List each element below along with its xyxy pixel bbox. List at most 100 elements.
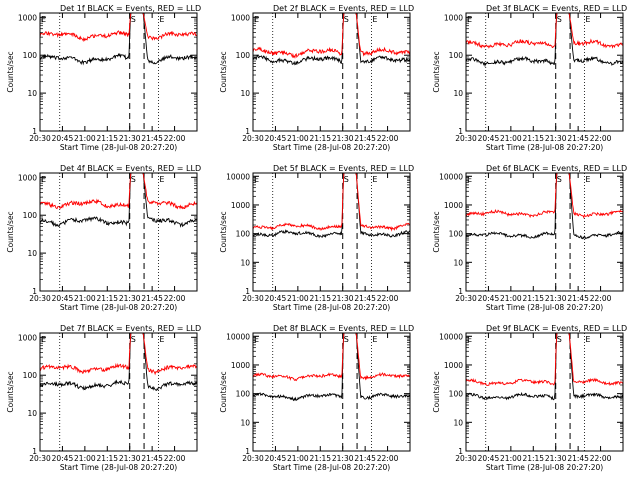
y-tick-label: 1000: [231, 13, 250, 22]
y-tick-label: 100: [236, 390, 251, 399]
plot-frame: [39, 172, 198, 292]
interval-marker-label: E: [585, 15, 590, 24]
interval-marker-label: E: [467, 175, 472, 184]
x-tick-label: 21:45: [354, 294, 376, 303]
x-tick-label: 21:30: [545, 454, 567, 463]
x-tick-label: 21:45: [141, 294, 163, 303]
series-line-lld: [39, 12, 198, 42]
x-axis-label: Start Time (28-Jul-08 20:27:20): [273, 463, 390, 472]
x-tick-label: 20:30: [455, 294, 477, 303]
x-axis-label: Start Time (28-Jul-08 20:27:20): [60, 143, 177, 152]
y-tick-label: 10000: [439, 332, 463, 341]
x-tick-label: 20:45: [52, 134, 74, 143]
y-axis-label: Counts/sec: [6, 51, 15, 92]
series-line-events: [465, 12, 624, 68]
interval-marker-label: E: [159, 335, 164, 344]
y-tick-label: 10: [27, 409, 37, 418]
x-tick-label: 22:00: [164, 454, 186, 463]
chart-panel-7: Det 7f BLACK = Events, RED = LLD 1 10 100 10…: [6, 324, 201, 472]
x-tick-label: 21:30: [119, 294, 141, 303]
series-line-lld: [252, 172, 411, 232]
x-tick-label: 21:30: [545, 294, 567, 303]
x-tick-label: 20:45: [478, 294, 500, 303]
y-tick-label: 10: [240, 258, 250, 267]
interval-marker-label: S: [557, 175, 562, 184]
x-tick-label: 21:15: [309, 134, 331, 143]
series-line-lld: [465, 332, 624, 386]
interval-marker-label: E: [585, 335, 590, 344]
chart-title: Det 3f BLACK = Events, RED = LLD: [486, 4, 627, 13]
x-tick-label: 21:00: [74, 454, 96, 463]
y-tick-label: 1: [458, 447, 463, 456]
series-line-events: [252, 332, 411, 402]
x-tick-label: 21:45: [567, 454, 589, 463]
interval-marker-label: S: [131, 175, 136, 184]
chart-panel-4: Det 4f BLACK = Events, RED = LLD 1 10 100 10…: [6, 164, 201, 312]
x-tick-label: 21:45: [354, 454, 376, 463]
x-tick-label: 21:30: [119, 134, 141, 143]
x-tick-label: 20:30: [242, 454, 264, 463]
x-tick-label: 21:15: [96, 294, 118, 303]
x-tick-label: 21:00: [500, 134, 522, 143]
y-tick-label: 1000: [231, 361, 250, 370]
y-tick-label: 10: [453, 89, 463, 98]
x-tick-label: 21:30: [332, 294, 354, 303]
plot-frame: [39, 12, 198, 132]
interval-marker-label: E: [254, 175, 259, 184]
y-tick-label: 10: [27, 249, 37, 258]
y-tick-label: 1000: [18, 333, 37, 342]
y-tick-label: 10000: [226, 172, 250, 181]
y-tick-label: 1000: [444, 13, 463, 22]
series-line-events: [252, 172, 411, 239]
interval-marker-label: E: [467, 15, 472, 24]
interval-marker-label: E: [41, 175, 46, 184]
interval-marker-label: E: [372, 175, 377, 184]
x-tick-label: 21:15: [96, 134, 118, 143]
x-tick-label: 21:00: [287, 294, 309, 303]
x-tick-label: 20:30: [242, 134, 264, 143]
x-tick-label: 20:30: [29, 294, 51, 303]
y-tick-label: 10000: [439, 172, 463, 181]
interval-marker-label: E: [467, 335, 472, 344]
y-tick-label: 1: [245, 127, 250, 136]
series-line-lld: [252, 332, 411, 382]
y-tick-label: 100: [449, 390, 464, 399]
chart-title: Det 9f BLACK = Events, RED = LLD: [486, 324, 627, 333]
x-tick-label: 22:00: [377, 454, 399, 463]
plot-frame: [252, 172, 411, 292]
y-tick-label: 100: [23, 371, 38, 380]
y-tick-label: 1000: [444, 361, 463, 370]
y-axis-label: Counts/sec: [432, 51, 441, 92]
interval-marker-label: E: [372, 15, 377, 24]
x-tick-label: 22:00: [164, 294, 186, 303]
series-line-events: [465, 172, 624, 240]
chart-title: Det 5f BLACK = Events, RED = LLD: [273, 164, 414, 173]
series-line-lld: [39, 332, 198, 376]
x-tick-label: 20:30: [29, 454, 51, 463]
x-tick-label: 20:45: [52, 294, 74, 303]
chart-title: Det 6f BLACK = Events, RED = LLD: [486, 164, 627, 173]
x-axis-label: Start Time (28-Jul-08 20:27:20): [486, 463, 603, 472]
plot-frame: [252, 12, 411, 132]
series-line-events: [39, 172, 198, 228]
y-tick-label: 10: [240, 89, 250, 98]
x-tick-label: 21:45: [567, 134, 589, 143]
series-line-events: [252, 12, 411, 66]
y-tick-label: 10: [453, 258, 463, 267]
x-tick-label: 21:45: [141, 454, 163, 463]
chart-title: Det 7f BLACK = Events, RED = LLD: [60, 324, 201, 333]
y-tick-label: 1: [245, 287, 250, 296]
series-line-lld: [252, 12, 411, 59]
x-tick-label: 22:00: [377, 294, 399, 303]
x-tick-label: 20:45: [478, 134, 500, 143]
series-line-lld: [465, 12, 623, 49]
x-tick-label: 21:15: [309, 294, 331, 303]
x-tick-label: 21:45: [354, 134, 376, 143]
interval-marker-label: S: [344, 15, 349, 24]
x-tick-label: 22:00: [590, 294, 612, 303]
chart-title: Det 2f BLACK = Events, RED = LLD: [273, 4, 414, 13]
series-line-events: [465, 332, 624, 401]
x-tick-label: 22:00: [590, 134, 612, 143]
interval-marker-label: E: [254, 335, 259, 344]
plot-frame: [465, 12, 624, 132]
